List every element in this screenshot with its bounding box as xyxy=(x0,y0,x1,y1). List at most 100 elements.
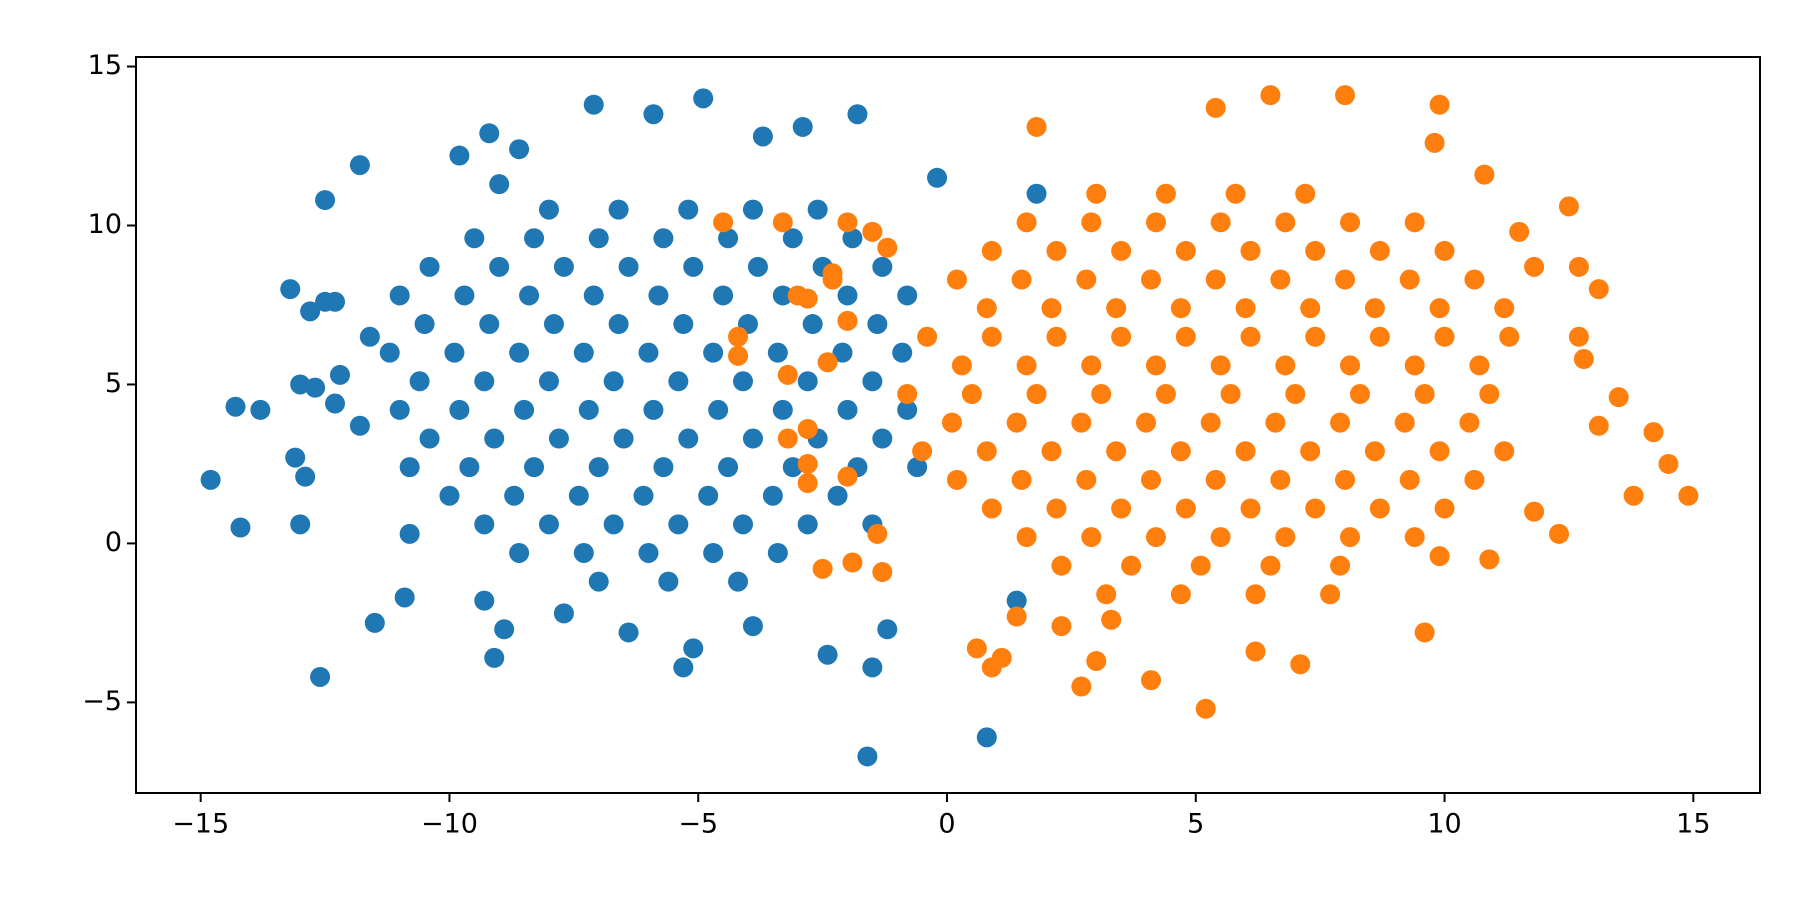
point xyxy=(1434,240,1455,261)
point xyxy=(897,399,918,420)
y-tick-label: 5 xyxy=(105,368,122,399)
point xyxy=(608,314,629,335)
point xyxy=(772,212,793,233)
point xyxy=(1305,240,1326,261)
point xyxy=(1245,641,1266,662)
point xyxy=(782,457,803,478)
point xyxy=(877,619,898,640)
point xyxy=(1026,384,1047,405)
point xyxy=(857,746,878,767)
point xyxy=(464,228,485,249)
point xyxy=(827,485,848,506)
point xyxy=(1474,164,1495,185)
point xyxy=(514,399,535,420)
point xyxy=(1434,498,1455,519)
point xyxy=(668,514,689,535)
y-tick-label: −5 xyxy=(82,686,122,717)
point xyxy=(509,139,530,160)
point xyxy=(767,342,788,363)
point xyxy=(1349,384,1370,405)
point xyxy=(379,342,400,363)
point xyxy=(1524,256,1545,277)
point xyxy=(1658,453,1679,474)
point xyxy=(1086,183,1107,204)
point xyxy=(976,441,997,462)
point xyxy=(718,228,739,249)
point xyxy=(399,523,420,544)
point xyxy=(847,104,868,125)
point xyxy=(1101,609,1122,630)
point xyxy=(618,256,639,277)
point xyxy=(1046,326,1067,347)
point xyxy=(484,647,505,668)
point xyxy=(1524,501,1545,522)
point xyxy=(742,428,763,449)
point xyxy=(1155,384,1176,405)
point xyxy=(1076,269,1097,290)
point xyxy=(1041,441,1062,462)
point xyxy=(548,428,569,449)
point xyxy=(1006,412,1027,433)
point xyxy=(1071,412,1092,433)
point xyxy=(280,279,301,300)
point xyxy=(673,657,694,678)
point xyxy=(658,571,679,592)
point xyxy=(817,352,838,373)
point xyxy=(389,399,410,420)
point xyxy=(1399,269,1420,290)
point xyxy=(329,364,350,385)
point xyxy=(479,314,500,335)
point xyxy=(1145,212,1166,233)
point xyxy=(1096,584,1117,605)
point xyxy=(991,647,1012,668)
point xyxy=(1558,196,1579,217)
point xyxy=(543,314,564,335)
point xyxy=(1170,298,1191,319)
point xyxy=(1220,384,1241,405)
point xyxy=(1469,355,1490,376)
point xyxy=(1240,326,1261,347)
point xyxy=(927,167,948,188)
point xyxy=(1643,422,1664,443)
point xyxy=(1155,183,1176,204)
point xyxy=(1081,355,1102,376)
point xyxy=(290,514,311,535)
point xyxy=(1195,698,1216,719)
point xyxy=(842,552,863,573)
y-tick-label: 10 xyxy=(88,209,122,240)
point xyxy=(1369,240,1390,261)
point xyxy=(837,212,858,233)
point xyxy=(1404,355,1425,376)
point xyxy=(1051,616,1072,637)
point xyxy=(892,342,913,363)
point xyxy=(524,228,545,249)
point xyxy=(509,342,530,363)
point xyxy=(1394,412,1415,433)
point xyxy=(474,590,495,611)
point xyxy=(1275,355,1296,376)
point xyxy=(1568,256,1589,277)
point xyxy=(678,199,699,220)
point xyxy=(573,542,594,563)
points xyxy=(200,85,1699,767)
point xyxy=(538,371,559,392)
point xyxy=(1295,183,1316,204)
point xyxy=(1623,485,1644,506)
point xyxy=(767,542,788,563)
point xyxy=(1235,298,1256,319)
point xyxy=(1275,212,1296,233)
point xyxy=(797,288,818,309)
point xyxy=(474,371,495,392)
point xyxy=(489,174,510,195)
point xyxy=(250,399,271,420)
point xyxy=(389,285,410,306)
point xyxy=(1136,412,1157,433)
point xyxy=(1335,85,1356,106)
point xyxy=(449,399,470,420)
point xyxy=(981,498,1002,519)
point xyxy=(1210,355,1231,376)
point xyxy=(349,155,370,176)
point xyxy=(742,199,763,220)
point xyxy=(797,371,818,392)
